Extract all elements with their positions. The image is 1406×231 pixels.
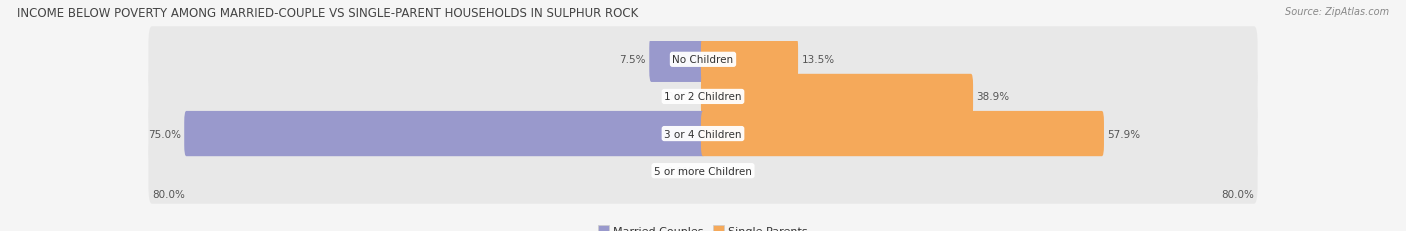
Text: 0.0%: 0.0% <box>666 92 693 102</box>
FancyBboxPatch shape <box>149 101 1257 167</box>
FancyBboxPatch shape <box>702 111 1104 157</box>
Text: 3 or 4 Children: 3 or 4 Children <box>664 129 742 139</box>
Text: 0.0%: 0.0% <box>713 166 740 176</box>
FancyBboxPatch shape <box>184 111 704 157</box>
Text: 38.9%: 38.9% <box>977 92 1010 102</box>
Text: Source: ZipAtlas.com: Source: ZipAtlas.com <box>1285 7 1389 17</box>
Legend: Married Couples, Single Parents: Married Couples, Single Parents <box>593 221 813 231</box>
FancyBboxPatch shape <box>149 64 1257 130</box>
FancyBboxPatch shape <box>650 37 704 83</box>
FancyBboxPatch shape <box>702 37 799 83</box>
Text: No Children: No Children <box>672 55 734 65</box>
Text: 80.0%: 80.0% <box>152 189 184 199</box>
FancyBboxPatch shape <box>149 138 1257 204</box>
Text: 75.0%: 75.0% <box>148 129 181 139</box>
Text: 57.9%: 57.9% <box>1108 129 1140 139</box>
Text: 80.0%: 80.0% <box>1222 189 1254 199</box>
Text: 13.5%: 13.5% <box>801 55 835 65</box>
Text: 5 or more Children: 5 or more Children <box>654 166 752 176</box>
Text: 0.0%: 0.0% <box>666 166 693 176</box>
FancyBboxPatch shape <box>149 27 1257 93</box>
Text: 7.5%: 7.5% <box>619 55 645 65</box>
Text: 1 or 2 Children: 1 or 2 Children <box>664 92 742 102</box>
FancyBboxPatch shape <box>702 74 973 120</box>
Text: INCOME BELOW POVERTY AMONG MARRIED-COUPLE VS SINGLE-PARENT HOUSEHOLDS IN SULPHUR: INCOME BELOW POVERTY AMONG MARRIED-COUPL… <box>17 7 638 20</box>
